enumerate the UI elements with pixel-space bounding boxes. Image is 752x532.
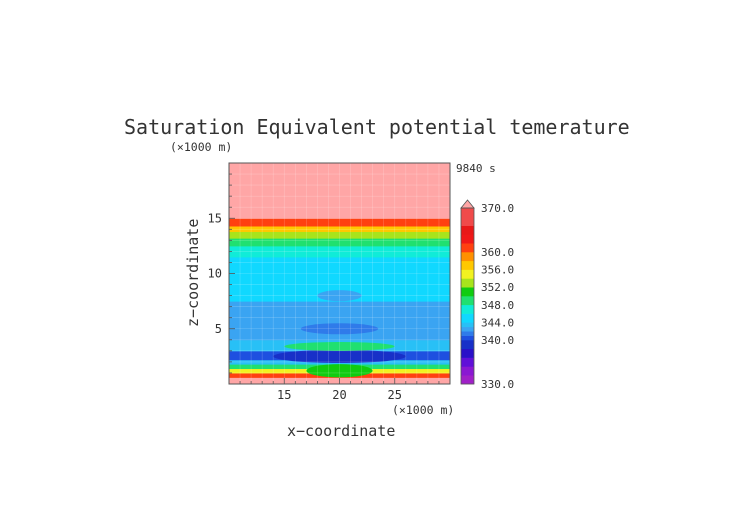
colorbar-tick-label: 352.0 [481, 281, 514, 294]
y-axis: 5 10 15 [208, 173, 235, 374]
colorbar-tick-label: 344.0 [481, 316, 514, 329]
x-axis: 15 20 25 [239, 378, 440, 402]
colorbar-segment [461, 260, 474, 270]
colorbar-segment [461, 331, 474, 336]
contour-feature [300, 323, 379, 335]
colorbar-segment [461, 375, 474, 385]
contour-feature [273, 349, 406, 364]
colorbar-tick-label: 348.0 [481, 299, 514, 312]
y-tick-label: 5 [215, 322, 222, 336]
contour-band [229, 245, 450, 258]
colorbar-segment [461, 278, 474, 288]
contour-band [229, 163, 450, 219]
contour-band [229, 238, 450, 247]
chart-title: Saturation Equivalent potential temeratu… [124, 115, 630, 139]
colorbar-segment [461, 366, 474, 376]
colorbar-segment [461, 304, 474, 314]
colorbar-segment [461, 326, 474, 332]
colorbar-frame [460, 207, 475, 385]
contour-band [229, 218, 450, 227]
contour-band [229, 231, 450, 239]
time-label: 9840 s [456, 162, 496, 175]
colorbar-tick-label: 340.0 [481, 334, 514, 347]
contour-feature [317, 290, 362, 302]
colorbar-segment [461, 348, 474, 358]
x-tick-label: 25 [388, 388, 402, 402]
colorbar-segment [461, 322, 474, 328]
contour-band [229, 225, 450, 233]
x-unit-label: (×1000 m) [392, 403, 454, 417]
colorbar-segment [461, 252, 474, 262]
x-axis-label: x−coordinate [287, 422, 395, 440]
colorbar-tick-label: 330.0 [481, 378, 514, 391]
colorbar-segment [461, 234, 474, 244]
colorbar-segment [461, 296, 474, 306]
plot-area [228, 162, 451, 385]
y-axis-label: z−coordinate [184, 219, 202, 327]
colorbar-tick-label: 360.0 [481, 246, 514, 259]
y-unit-label: (×1000 m) [170, 140, 232, 154]
contour-feature [306, 364, 373, 378]
colorbar-extension [460, 199, 475, 209]
x-tick-label: 15 [277, 388, 291, 402]
y-tick-label: 15 [208, 211, 222, 225]
x-tick-label: 20 [332, 388, 346, 402]
colorbar-segment [461, 208, 474, 226]
colorbar-segment [461, 357, 474, 367]
colorbar-segment [461, 313, 474, 323]
colorbar: 370.0 360.0 356.0 352.0 348.0 344.0 340.0 330.0 [460, 199, 514, 391]
colorbar-tick-label: 370.0 [481, 202, 514, 215]
colorbar-segment [461, 287, 474, 297]
contour-feature [284, 342, 395, 351]
y-tick-label: 10 [208, 267, 222, 281]
colorbar-segment [461, 225, 474, 235]
colorbar-segment [461, 269, 474, 279]
colorbar-segment [461, 335, 474, 341]
colorbar-tick-label: 356.0 [481, 264, 514, 277]
colorbar-segment [461, 243, 474, 253]
colorbar-segment [461, 340, 474, 350]
